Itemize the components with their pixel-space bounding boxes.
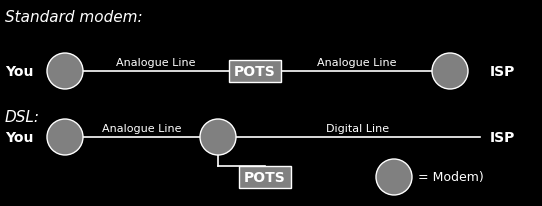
Text: Analogue Line: Analogue Line — [317, 58, 396, 68]
Text: DSL:: DSL: — [5, 109, 40, 124]
Text: Analogue Line: Analogue Line — [116, 58, 196, 68]
Text: Standard modem:: Standard modem: — [5, 10, 143, 25]
Text: POTS: POTS — [234, 65, 276, 79]
Ellipse shape — [432, 54, 468, 90]
Text: You: You — [5, 130, 34, 144]
Text: ISP: ISP — [490, 65, 515, 79]
Ellipse shape — [376, 159, 412, 195]
FancyBboxPatch shape — [239, 166, 291, 188]
Text: = Modem): = Modem) — [418, 171, 484, 184]
Ellipse shape — [47, 119, 83, 155]
FancyBboxPatch shape — [229, 61, 281, 83]
Text: Analogue Line: Analogue Line — [102, 123, 181, 133]
Text: POTS: POTS — [244, 170, 286, 184]
Text: ISP: ISP — [490, 130, 515, 144]
Text: Digital Line: Digital Line — [326, 123, 390, 133]
Text: You: You — [5, 65, 34, 79]
Text: (: ( — [380, 168, 387, 186]
Ellipse shape — [47, 54, 83, 90]
Ellipse shape — [200, 119, 236, 155]
